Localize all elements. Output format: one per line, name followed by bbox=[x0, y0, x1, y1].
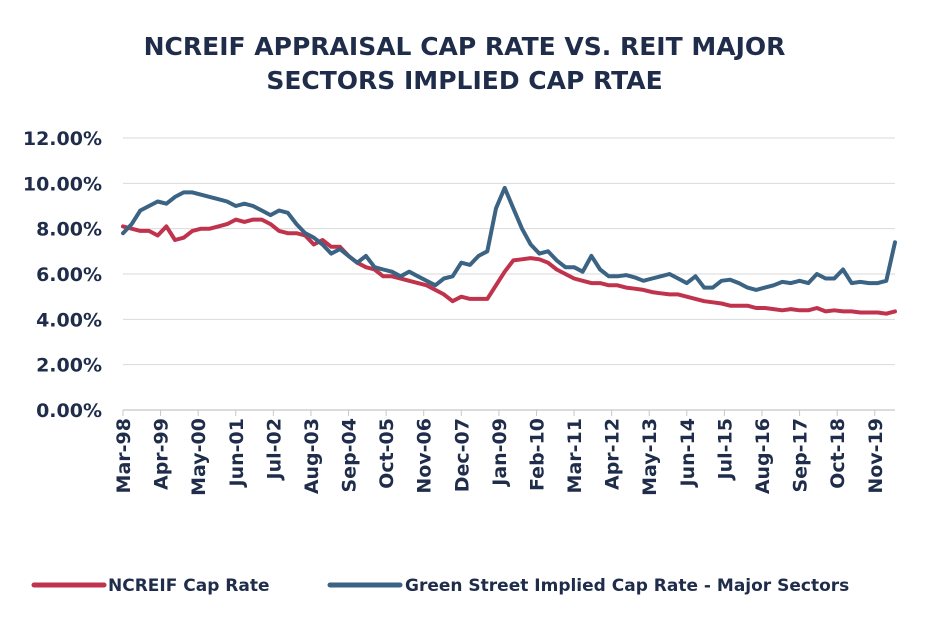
x-tick-label: Jan-09 bbox=[489, 418, 511, 488]
x-tick-label: Aug-03 bbox=[301, 418, 323, 494]
x-tick-label: Aug-16 bbox=[752, 418, 774, 494]
y-tick-label: 6.00% bbox=[36, 264, 102, 286]
x-tick-label: Feb-10 bbox=[526, 418, 548, 491]
chart-title-line-1: NCREIF APPRAISAL CAP RATE VS. REIT MAJOR bbox=[143, 32, 786, 61]
y-tick-label: 2.00% bbox=[36, 355, 102, 377]
legend-label-green-street: Green Street Implied Cap Rate - Major Se… bbox=[405, 576, 849, 596]
y-tick-label: 10.00% bbox=[23, 173, 102, 195]
x-tick-label: Apr-99 bbox=[151, 418, 173, 490]
x-tick-label: Oct-05 bbox=[376, 418, 398, 489]
x-tick-label: May-00 bbox=[188, 418, 210, 496]
y-axis-ticks: 0.00% 2.00% 4.00% 6.00% 8.00% 10.00% 12.00% bbox=[23, 128, 102, 422]
y-tick-label: 8.00% bbox=[36, 219, 102, 241]
x-tick-label: Jun-14 bbox=[677, 418, 699, 488]
gridlines bbox=[123, 137, 895, 366]
x-tick-label: Jun-01 bbox=[226, 418, 248, 488]
x-tick-label: Dec-07 bbox=[451, 418, 473, 492]
legend-item-green-street: Green Street Implied Cap Rate - Major Se… bbox=[327, 576, 849, 596]
x-axis-ticks: Mar-98 Apr-99 May-00 Jun-01 Jul-02 Aug-03 Sep-… bbox=[113, 410, 887, 496]
x-tick-label: Mar-98 bbox=[113, 418, 135, 493]
y-tick-label: 12.00% bbox=[23, 128, 102, 150]
x-tick-label: Apr-12 bbox=[602, 418, 624, 490]
legend: NCREIF Cap Rate Green Street Implied Cap… bbox=[31, 576, 849, 596]
x-tick-label: May-13 bbox=[639, 418, 661, 496]
y-tick-label: 0.00% bbox=[36, 400, 102, 422]
series-lines bbox=[121, 185, 897, 316]
x-tick-label: Mar-11 bbox=[564, 418, 586, 493]
x-tick-label: Jul-02 bbox=[263, 418, 285, 481]
chart-title-line-2: SECTORS IMPLIED CAP RTAE bbox=[266, 66, 663, 95]
legend-item-ncreif: NCREIF Cap Rate bbox=[31, 576, 270, 596]
series-line-green-street bbox=[121, 185, 897, 292]
x-tick-label: Nov-19 bbox=[865, 418, 887, 494]
legend-label-ncreif: NCREIF Cap Rate bbox=[108, 576, 270, 596]
x-tick-label: Jul-15 bbox=[714, 418, 736, 481]
series-line-ncreif bbox=[121, 217, 897, 316]
x-tick-label: Sep-17 bbox=[790, 418, 812, 493]
chart-title: NCREIF APPRAISAL CAP RATE VS. REIT MAJOR… bbox=[0, 30, 929, 98]
x-tick-label: Nov-06 bbox=[414, 418, 436, 494]
x-tick-label: Sep-04 bbox=[339, 418, 361, 493]
x-tick-label: Oct-18 bbox=[827, 418, 849, 489]
y-tick-label: 4.00% bbox=[36, 309, 102, 331]
